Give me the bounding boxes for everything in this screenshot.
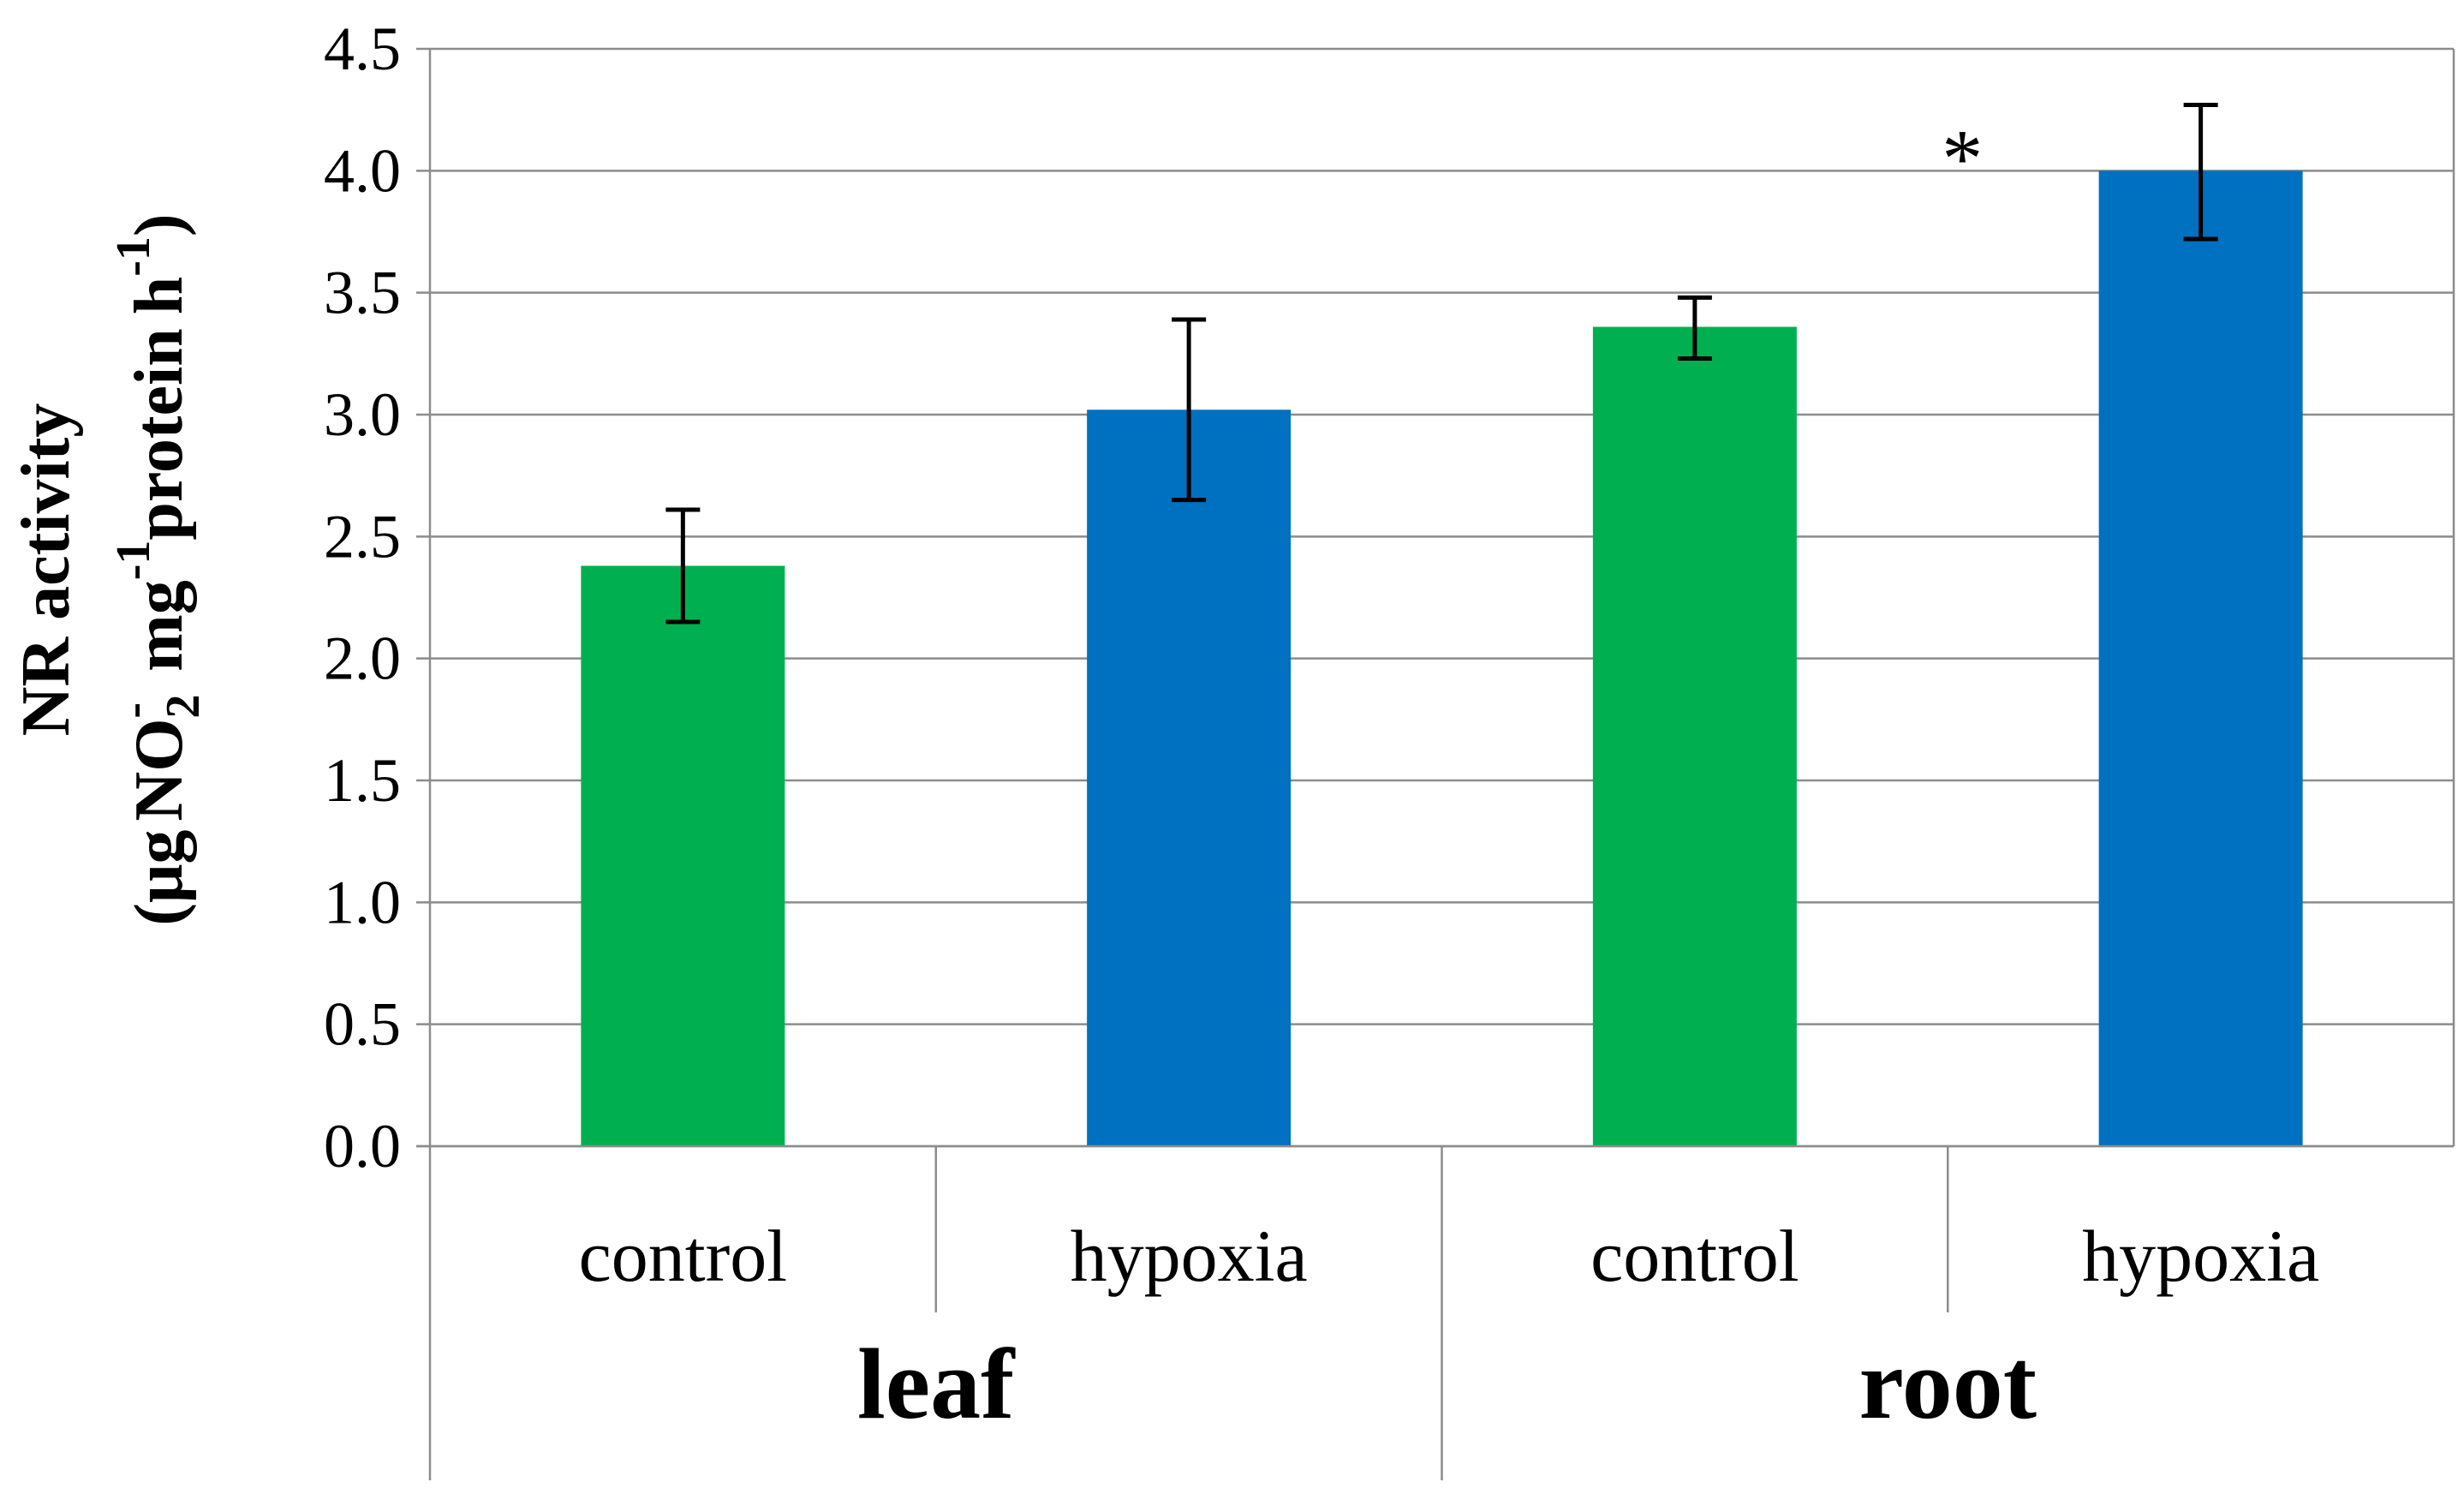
y-tick-label: 2.5 <box>324 502 401 571</box>
bar-root-control <box>1592 326 1797 1146</box>
x-category-label: hypoxia <box>1071 1215 1308 1297</box>
ylabel-no-sub: 2 <box>157 695 210 719</box>
x-axis <box>416 49 2455 1480</box>
ylabel-open-paren: ( <box>122 903 197 926</box>
ylabel-mu: μg <box>122 830 197 903</box>
x-category-label: control <box>579 1215 788 1297</box>
group-labels: leaf root <box>857 1328 2037 1440</box>
x-category-label: hypoxia <box>2082 1215 2319 1297</box>
y-axis-title-line1: NR activity <box>9 403 84 737</box>
category-labels: control hypoxia control hypoxia <box>579 1215 2320 1297</box>
y-tick-label: 0.5 <box>324 990 401 1059</box>
ylabel-protein: protein <box>122 328 197 540</box>
y-tick-label: 3.0 <box>324 380 401 449</box>
x-category-label: control <box>1590 1215 1799 1297</box>
ylabel-h: h <box>122 277 197 315</box>
y-tick-label: 4.5 <box>324 15 401 83</box>
bar-leaf-control <box>581 565 785 1146</box>
bars <box>581 170 2303 1147</box>
bar-root-hypoxia <box>2098 170 2303 1146</box>
ylabel-no: NO <box>122 719 197 822</box>
y-tick-label: 1.0 <box>324 868 401 936</box>
ylabel-close-paren: ) <box>122 213 197 236</box>
significance-asterisk: * <box>1942 112 1983 204</box>
y-axis-title-line2: (μgNO2-mg-1proteinh-1) <box>107 213 210 925</box>
y-tick-label: 3.5 <box>324 259 401 327</box>
x-group-label-root: root <box>1858 1328 2037 1440</box>
y-tick-label: 4.0 <box>324 136 401 205</box>
y-tick-label: 0.0 <box>324 1112 401 1180</box>
ylabel-h-sup: -1 <box>107 236 160 277</box>
ylabel-mg: mg <box>122 580 197 672</box>
ylabel-mg-sup: -1 <box>107 541 160 581</box>
bar-leaf-hypoxia <box>1087 409 1292 1147</box>
ylabel-no-sup: - <box>107 702 160 719</box>
error-bars <box>665 102 2218 624</box>
x-group-label-leaf: leaf <box>857 1328 1016 1440</box>
annotations: * <box>1942 112 1983 204</box>
y-tick-label: 1.5 <box>324 746 401 815</box>
y-tick-labels: 0.0 0.5 1.0 1.5 2.0 2.5 3.0 3.5 4.0 4.5 <box>324 15 401 1180</box>
y-tick-label: 2.0 <box>324 624 401 693</box>
